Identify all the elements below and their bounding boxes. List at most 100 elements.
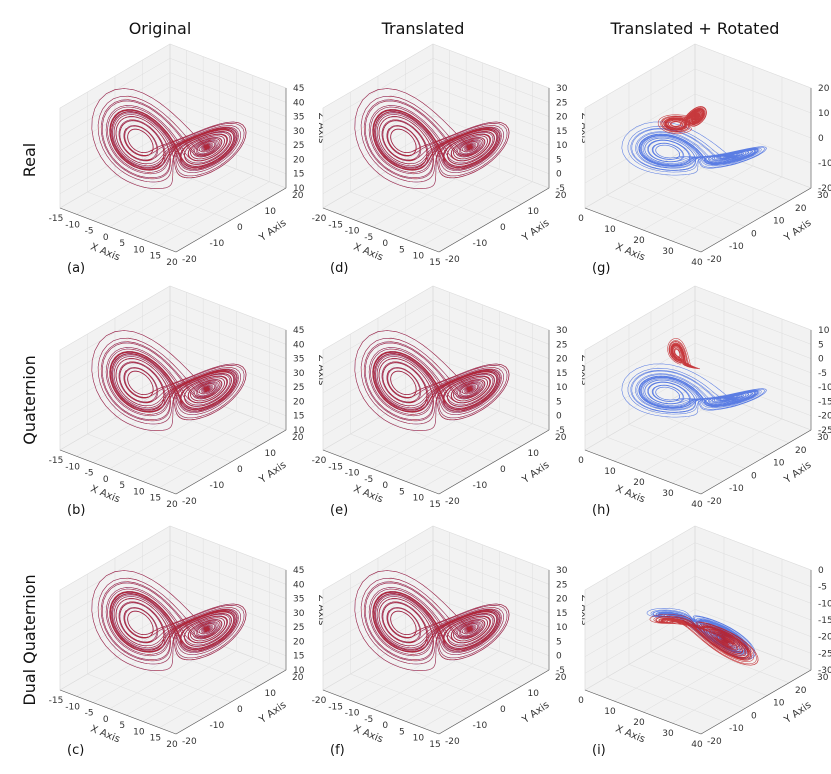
gridline (694, 559, 812, 604)
gridline (59, 625, 171, 691)
gridline (432, 115, 550, 160)
x-tick-label: 5 (399, 245, 405, 255)
z-tick-label: 20 (293, 637, 305, 647)
z-tick-label: -30 (818, 666, 831, 676)
gridline (584, 525, 696, 591)
gridline (432, 357, 550, 402)
z-tick-label: 35 (293, 595, 304, 605)
gridline (672, 156, 790, 202)
gridline (59, 285, 171, 351)
y-tick-label: 0 (751, 471, 757, 481)
z-tick-label: 0 (818, 134, 824, 144)
gridline (322, 625, 434, 691)
y-axis-label: Y Axis (257, 700, 289, 727)
gridline (432, 86, 550, 132)
gridline (584, 559, 696, 624)
gridline (59, 43, 171, 109)
z-tick-label: 45 (293, 326, 304, 336)
gridline (322, 385, 434, 451)
y-tick-label: -10 (729, 724, 744, 734)
y-axis-line (700, 429, 812, 495)
gridline (169, 58, 287, 103)
gridline (322, 525, 434, 591)
x-tick-label: 10 (413, 494, 425, 504)
gridline (169, 143, 287, 189)
prediction-trajectory (649, 614, 759, 666)
x-tick-label: 15 (429, 500, 440, 510)
z-tick-label: 15 (556, 127, 567, 137)
gridline (432, 143, 550, 189)
gridline (87, 673, 204, 719)
y-tick-label: 10 (528, 207, 540, 217)
x-axis-label: X Axis (89, 724, 122, 746)
gridline (432, 100, 550, 146)
z-axis-label: Z Axis (579, 595, 590, 626)
y-tick-label: -20 (445, 497, 460, 507)
gridline (432, 43, 550, 89)
x-tick-label: -15 (49, 214, 64, 224)
gridline (613, 154, 725, 220)
gridline (405, 159, 522, 205)
gridline (628, 664, 746, 709)
gridline (142, 641, 259, 687)
y-tick-label: -20 (182, 497, 197, 507)
gridline (672, 398, 790, 444)
y-axis-line (175, 187, 287, 253)
gridline (694, 118, 812, 164)
x-axis-label: X Axis (89, 484, 122, 506)
gridline (59, 143, 171, 209)
y-tick-label: 10 (265, 207, 277, 217)
gridline (59, 525, 171, 591)
row-title-quaternion: Quaternion (20, 355, 39, 444)
x-tick-label: -10 (65, 462, 80, 472)
y-tick-label: -20 (707, 255, 722, 265)
gridline (694, 68, 812, 114)
x-tick-label: 5 (119, 481, 125, 491)
gridline (671, 418, 783, 484)
z-tick-label: 15 (556, 609, 567, 619)
y-tick-label: 20 (555, 673, 567, 683)
z-tick-label: 10 (293, 666, 305, 676)
z-tick-label: 45 (293, 566, 304, 576)
x-tick-label: -15 (328, 220, 343, 230)
x-axis-line (584, 689, 702, 735)
y-axis-line (438, 429, 550, 495)
ground-truth-trajectory (621, 363, 767, 418)
z-tick-label: 40 (293, 580, 305, 590)
gridline (169, 385, 287, 431)
gridline (432, 72, 550, 117)
gridline (142, 159, 259, 205)
gridline (114, 657, 232, 703)
gridline (169, 554, 287, 599)
y-tick-label: -10 (729, 484, 744, 494)
x-tick-label: 15 (150, 734, 161, 744)
x-tick-label: -15 (328, 702, 343, 712)
gridline (584, 328, 696, 394)
prediction-trajectory (91, 330, 247, 431)
gridline (628, 424, 746, 469)
gridline (694, 93, 812, 139)
panel-tag: (d) (330, 261, 348, 276)
x-tick-label: 15 (429, 258, 440, 268)
gridline (322, 58, 434, 123)
column-title-original: Original (129, 19, 192, 38)
z-tick-label: -10 (818, 383, 831, 393)
gridline (169, 582, 287, 628)
y-tick-label: -20 (445, 255, 460, 265)
x-tick-label: -20 (312, 696, 327, 706)
gridline (671, 658, 783, 724)
gridline (694, 300, 812, 345)
gridline (606, 194, 724, 240)
z-axis-label: Z Axis (316, 113, 327, 144)
z-tick-label: 45 (293, 84, 304, 94)
z-tick-label: 0 (818, 355, 824, 365)
x-tick-label: 0 (103, 233, 109, 243)
gridline (169, 597, 287, 642)
gridline (628, 182, 746, 227)
x-tick-label: 40 (691, 740, 703, 750)
gridline (59, 540, 171, 605)
